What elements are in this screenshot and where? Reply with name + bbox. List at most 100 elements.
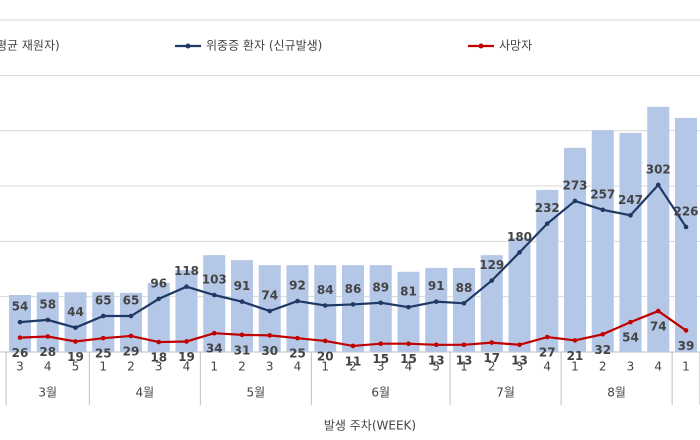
data-label: 13: [456, 353, 473, 367]
data-label: 29: [123, 344, 140, 358]
bar: [508, 238, 531, 352]
marker: [322, 303, 328, 308]
data-label: 58: [39, 297, 56, 311]
marker: [267, 308, 273, 314]
marker: [45, 317, 51, 323]
bar: [175, 270, 198, 352]
data-label: 27: [539, 346, 556, 360]
data-label: 65: [123, 294, 140, 308]
x-tick-label: 3: [377, 360, 385, 374]
marker: [350, 302, 356, 307]
marker: [433, 299, 439, 304]
data-label: 39: [678, 339, 695, 353]
marker: [156, 296, 162, 302]
marker: [628, 319, 633, 325]
marker: [100, 335, 106, 341]
marker: [350, 343, 356, 349]
bar: [647, 106, 670, 352]
marker: [406, 304, 411, 310]
marker: [211, 330, 217, 336]
x-tick-label: 1: [571, 360, 579, 374]
marker: [378, 341, 384, 347]
legend-label: 사망자: [499, 39, 532, 53]
x-tick-label: 3: [266, 360, 274, 374]
bar: [675, 117, 697, 352]
x-tick-label: 4: [543, 360, 551, 374]
data-label: 54: [622, 331, 639, 345]
marker: [517, 250, 522, 255]
data-label: 21: [567, 349, 584, 363]
x-tick-label: 2: [599, 360, 607, 374]
x-tick-label: 1: [321, 360, 329, 374]
x-tick-label: 3: [16, 360, 24, 374]
bar: [64, 292, 87, 352]
data-label: 54: [12, 300, 29, 314]
bar: [619, 132, 642, 352]
data-label: 302: [646, 162, 671, 176]
marker: [544, 221, 550, 226]
data-label: 96: [150, 276, 167, 290]
data-label: 44: [67, 305, 84, 319]
x-tick-label: 1: [460, 360, 468, 374]
data-label: 81: [400, 285, 417, 299]
data-label: 273: [562, 178, 587, 192]
marker: [211, 292, 217, 298]
legend-label: 평균 재원자): [0, 39, 60, 53]
x-tick-label: 5: [432, 360, 440, 374]
data-label: 180: [507, 230, 532, 244]
bar: [564, 147, 586, 352]
marker: [683, 328, 689, 333]
marker: [489, 340, 495, 345]
data-label: 11: [345, 354, 362, 368]
data-label: 74: [650, 320, 667, 334]
data-label: 74: [261, 289, 278, 303]
data-label: 92: [289, 279, 306, 293]
bar: [480, 255, 503, 352]
bar: [147, 282, 170, 352]
marker: [517, 342, 522, 348]
marker: [433, 342, 439, 348]
bar: [203, 255, 226, 352]
bar: [342, 265, 364, 352]
marker: [461, 301, 467, 306]
marker: [655, 182, 661, 188]
data-label: 34: [206, 342, 223, 356]
data-label: 32: [594, 343, 611, 357]
bar: [231, 260, 253, 352]
marker: [73, 339, 78, 344]
legend-marker: [478, 43, 484, 49]
marker: [628, 213, 633, 218]
data-label: 86: [345, 282, 362, 296]
data-label: 13: [428, 353, 445, 367]
marker: [239, 299, 245, 304]
data-label: 20: [317, 349, 334, 363]
data-label: 91: [428, 279, 445, 293]
x-tick-label: 4: [654, 360, 662, 374]
data-label: 30: [261, 344, 278, 358]
x-tick-label: 1: [682, 360, 690, 374]
x-tick-label: 5: [72, 360, 80, 374]
marker: [17, 335, 23, 340]
data-label: 91: [234, 279, 251, 293]
legend-marker: [185, 43, 191, 49]
data-label: 15: [372, 352, 389, 366]
data-label: 15: [400, 352, 417, 366]
x-tick-label: 4: [294, 360, 302, 374]
bar: [286, 265, 309, 352]
marker: [184, 284, 189, 290]
x-axis-title: 발생 주차(WEEK): [324, 419, 416, 433]
month-label: 6월: [371, 386, 390, 400]
marker: [572, 198, 578, 204]
x-tick-label: 1: [210, 360, 218, 374]
marker: [156, 339, 162, 345]
marker: [128, 333, 134, 339]
data-label: 26: [12, 346, 29, 360]
marker: [655, 308, 661, 314]
data-label: 18: [150, 351, 167, 365]
bar: [258, 265, 281, 352]
data-label: 19: [178, 350, 195, 364]
x-tick-label: 2: [349, 360, 357, 374]
marker: [378, 300, 384, 306]
